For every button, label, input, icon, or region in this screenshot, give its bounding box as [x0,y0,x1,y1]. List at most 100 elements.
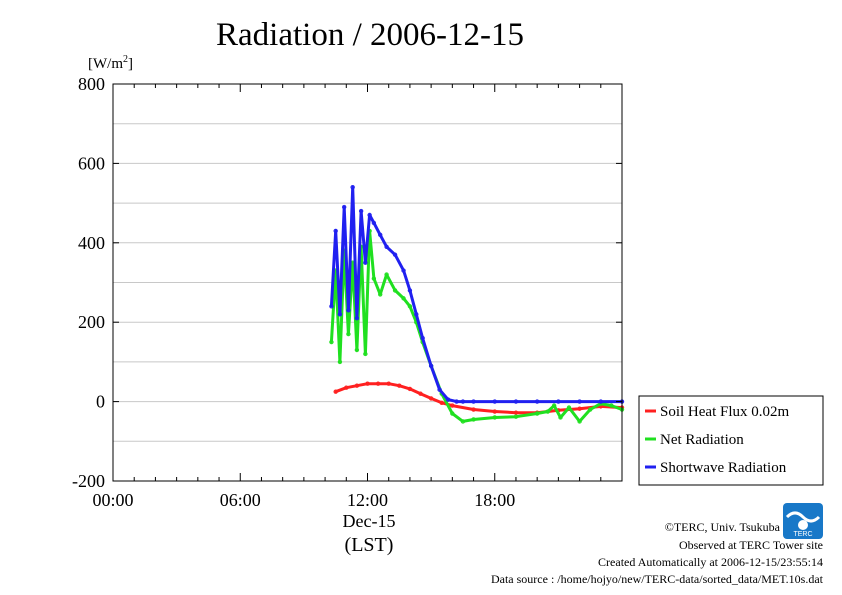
series-point-shortwave-radiation [492,399,497,404]
y-tick-label: 800 [78,74,105,94]
series-point-net-radiation [566,405,572,410]
series-point-net-radiation [378,292,383,297]
series-point-shortwave-radiation [337,312,343,317]
series-point-shortwave-radiation [556,399,561,404]
series-point-shortwave-radiation [358,208,364,214]
legend-entry-net-radiation: Net Radiation [645,432,744,448]
series-point-net-radiation [407,304,413,309]
series-point-net-radiation [329,339,334,345]
series-point-net-radiation [337,359,343,365]
series-point-net-radiation [354,347,360,353]
series-point-shortwave-radiation [346,308,351,313]
series-point-net-radiation [401,296,406,301]
series-point-shortwave-radiation [329,304,334,309]
y-ticks: 800 600 400 200 0 -200 [72,74,622,491]
series-point-shortwave-radiation [534,399,540,404]
series-point-net-radiation [534,411,540,416]
legend-label-soil-heat-flux: Soil Heat Flux 0.02m [660,404,790,420]
series-point-soil-heat-flux-0-02m [354,383,360,388]
legend: Soil Heat Flux 0.02m Net Radiation Short… [638,395,824,486]
y-tick-label: 0 [96,392,105,412]
terc-logo-wave [785,511,821,523]
series-point-shortwave-radiation [460,399,466,404]
series-point-net-radiation [513,414,519,419]
series-point-soil-heat-flux-0-02m [439,400,444,405]
series-point-net-radiation [577,419,582,424]
y-tick-label: 200 [78,312,105,332]
series-point-shortwave-radiation [414,312,419,317]
y-tick-label: -200 [72,471,105,491]
series-point-soil-heat-flux-0-02m [418,391,423,396]
series-point-shortwave-radiation [333,228,338,234]
x-ticks: 00:00 06:00 12:00 18:00 [92,84,623,510]
series-point-shortwave-radiation [445,397,451,402]
series-line-shortwave-radiation [329,185,624,404]
series-point-net-radiation [346,331,351,337]
series-point-shortwave-radiation [354,316,360,321]
series-point-shortwave-radiation [378,232,383,238]
series-line-soil-heat-flux-0-02m [334,382,624,415]
series-point-net-radiation [363,351,368,357]
series-point-soil-heat-flux-0-02m [375,381,381,386]
series-point-shortwave-radiation [420,335,425,341]
footer-data-source: Data source : /home/hojyo/new/TERC-data/… [491,572,824,586]
series-point-net-radiation [587,407,593,412]
series-point-shortwave-radiation [363,260,368,265]
y-tick-label: 600 [78,153,105,173]
series-point-shortwave-radiation [407,288,413,293]
x-axis-date-label: Dec-15 [343,511,396,531]
legend-box [638,395,824,486]
series-point-soil-heat-flux-0-02m [397,383,402,388]
series-point-soil-heat-flux-0-02m [492,409,497,414]
series-point-shortwave-radiation [341,204,347,210]
series-point-net-radiation [460,419,466,424]
series-point-soil-heat-flux-0-02m [333,389,338,394]
footer-copyright: ©TERC, Univ. Tsukuba [665,520,781,534]
series-point-shortwave-radiation [384,244,389,249]
series-point-net-radiation [609,403,614,408]
series-point-shortwave-radiation [577,399,582,404]
series-point-soil-heat-flux-0-02m [365,381,370,386]
series-point-net-radiation [492,415,497,420]
series-point-shortwave-radiation [471,399,476,404]
series-point-net-radiation [545,409,550,414]
legend-entry-soil-heat-flux: Soil Heat Flux 0.02m [645,404,790,420]
series-point-net-radiation [471,417,476,422]
series-point-shortwave-radiation [598,399,603,404]
series-point-shortwave-radiation [428,363,434,369]
x-tick-label: 12:00 [347,490,388,510]
series-point-shortwave-radiation [454,399,459,404]
terc-logo-drop [798,520,808,530]
legend-label-net-radiation: Net Radiation [660,432,744,448]
series-point-soil-heat-flux-0-02m [407,386,413,392]
series-point-shortwave-radiation [401,268,406,273]
x-tick-label: 18:00 [474,490,515,510]
series-point-shortwave-radiation [371,220,377,226]
series-line-net-radiation [329,229,624,423]
terc-logo: TERC [783,503,823,539]
series-point-net-radiation [392,288,398,293]
series-point-soil-heat-flux-0-02m [577,406,582,411]
legend-entry-shortwave-radiation: Shortwave Radiation [645,460,787,476]
terc-logo-text: TERC [793,531,812,538]
series-layer [329,185,625,424]
y-axis-unit: [W/m2] [88,54,133,72]
x-tick-label: 06:00 [220,490,261,510]
series-point-shortwave-radiation [392,252,398,257]
series-point-shortwave-radiation [367,212,372,218]
series-point-soil-heat-flux-0-02m [386,381,391,386]
x-tick-label: 00:00 [92,490,133,510]
legend-label-shortwave-radiation: Shortwave Radiation [660,460,787,476]
series-point-net-radiation [558,415,563,420]
series-point-net-radiation [371,276,377,281]
series-point-shortwave-radiation [350,185,355,190]
series-point-net-radiation [551,403,557,408]
x-axis-timezone-label: (LST) [345,534,394,556]
series-point-net-radiation [450,411,455,416]
series-point-shortwave-radiation [513,399,519,404]
series-point-soil-heat-flux-0-02m [344,385,349,390]
series-point-soil-heat-flux-0-02m [428,396,434,401]
y-tick-label: 400 [78,233,105,253]
chart-title: Radiation / 2006-12-15 [216,17,524,53]
